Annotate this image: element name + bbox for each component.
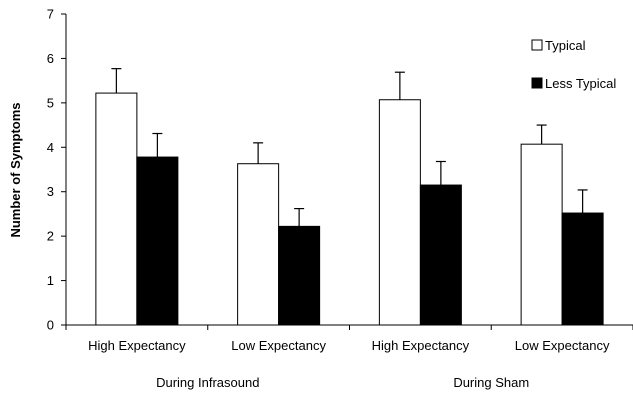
- legend: Typical Less Typical: [531, 38, 616, 91]
- legend-label: Typical: [545, 38, 586, 53]
- y-axis: 0 1 2 3 4 5 6 7: [47, 7, 67, 333]
- y-tick-label: 5: [47, 95, 54, 110]
- bar-less-typical: [419, 184, 462, 326]
- x-axis: High Expectancy Low Expectancy High Expect…: [65, 324, 633, 390]
- bars: [95, 68, 604, 326]
- group-label: During Sham: [453, 375, 529, 390]
- y-tick-label: 3: [47, 184, 54, 199]
- group-label: During Infrasound: [156, 375, 259, 390]
- y-tick-label: 6: [47, 51, 54, 66]
- y-tick-label: 1: [47, 273, 54, 288]
- y-tick-label: 2: [47, 229, 54, 244]
- y-tick-label: 4: [47, 140, 54, 155]
- y-axis-label: Number of Symptoms: [8, 102, 23, 237]
- y-tick-label: 0: [47, 318, 54, 333]
- bar-less-typical: [278, 225, 321, 326]
- legend-swatch-typical: [531, 39, 543, 51]
- y-tick-label: 7: [47, 7, 54, 22]
- bar-typical: [378, 99, 421, 326]
- bar-typical: [520, 143, 563, 326]
- bar-less-typical: [136, 156, 179, 326]
- category-label: High Expectancy: [372, 338, 470, 353]
- category-label: Low Expectancy: [515, 338, 610, 353]
- bar-typical: [237, 163, 280, 326]
- legend-label: Less Typical: [545, 76, 616, 91]
- category-label: High Expectancy: [88, 338, 186, 353]
- bar-typical: [95, 92, 138, 326]
- category-label: Low Expectancy: [231, 338, 326, 353]
- bar-less-typical: [561, 212, 604, 326]
- legend-swatch-less-typical: [531, 77, 543, 89]
